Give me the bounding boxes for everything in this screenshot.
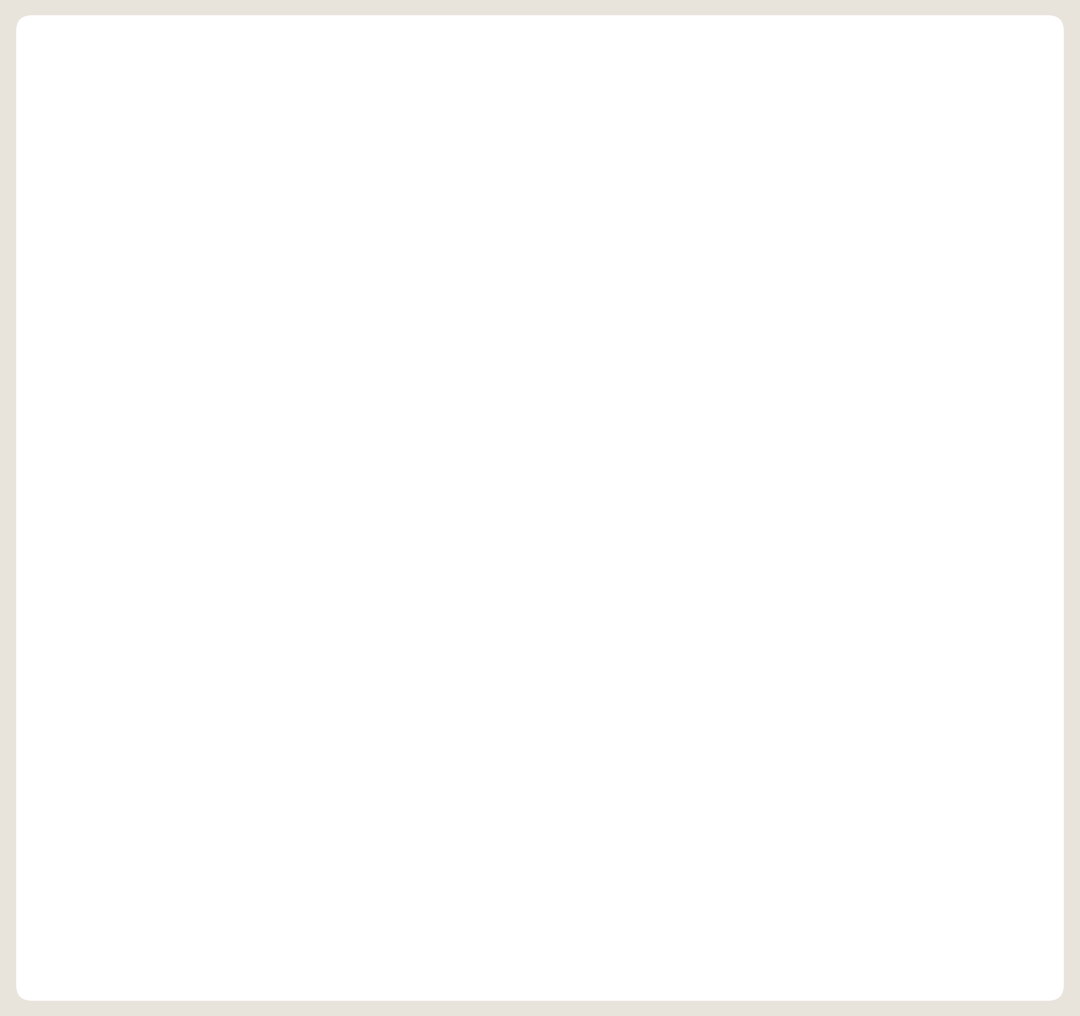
Text: Equal – series payment: Equal – series payment — [210, 756, 663, 793]
Text: Depreciation – series payment: Depreciation – series payment — [210, 418, 802, 455]
Text: *: * — [713, 123, 733, 162]
Text: time is called: time is called — [108, 312, 386, 355]
Text: Gradient – series payment: Gradient – series payment — [210, 530, 724, 568]
Text: A uniform series of payment: A uniform series of payment — [108, 129, 700, 171]
Text: occurring at equal interval of: occurring at equal interval of — [108, 220, 713, 262]
Text: Amortization – series payment: Amortization – series payment — [210, 643, 804, 681]
Text: Bond – series payment: Bond – series payment — [210, 868, 654, 906]
